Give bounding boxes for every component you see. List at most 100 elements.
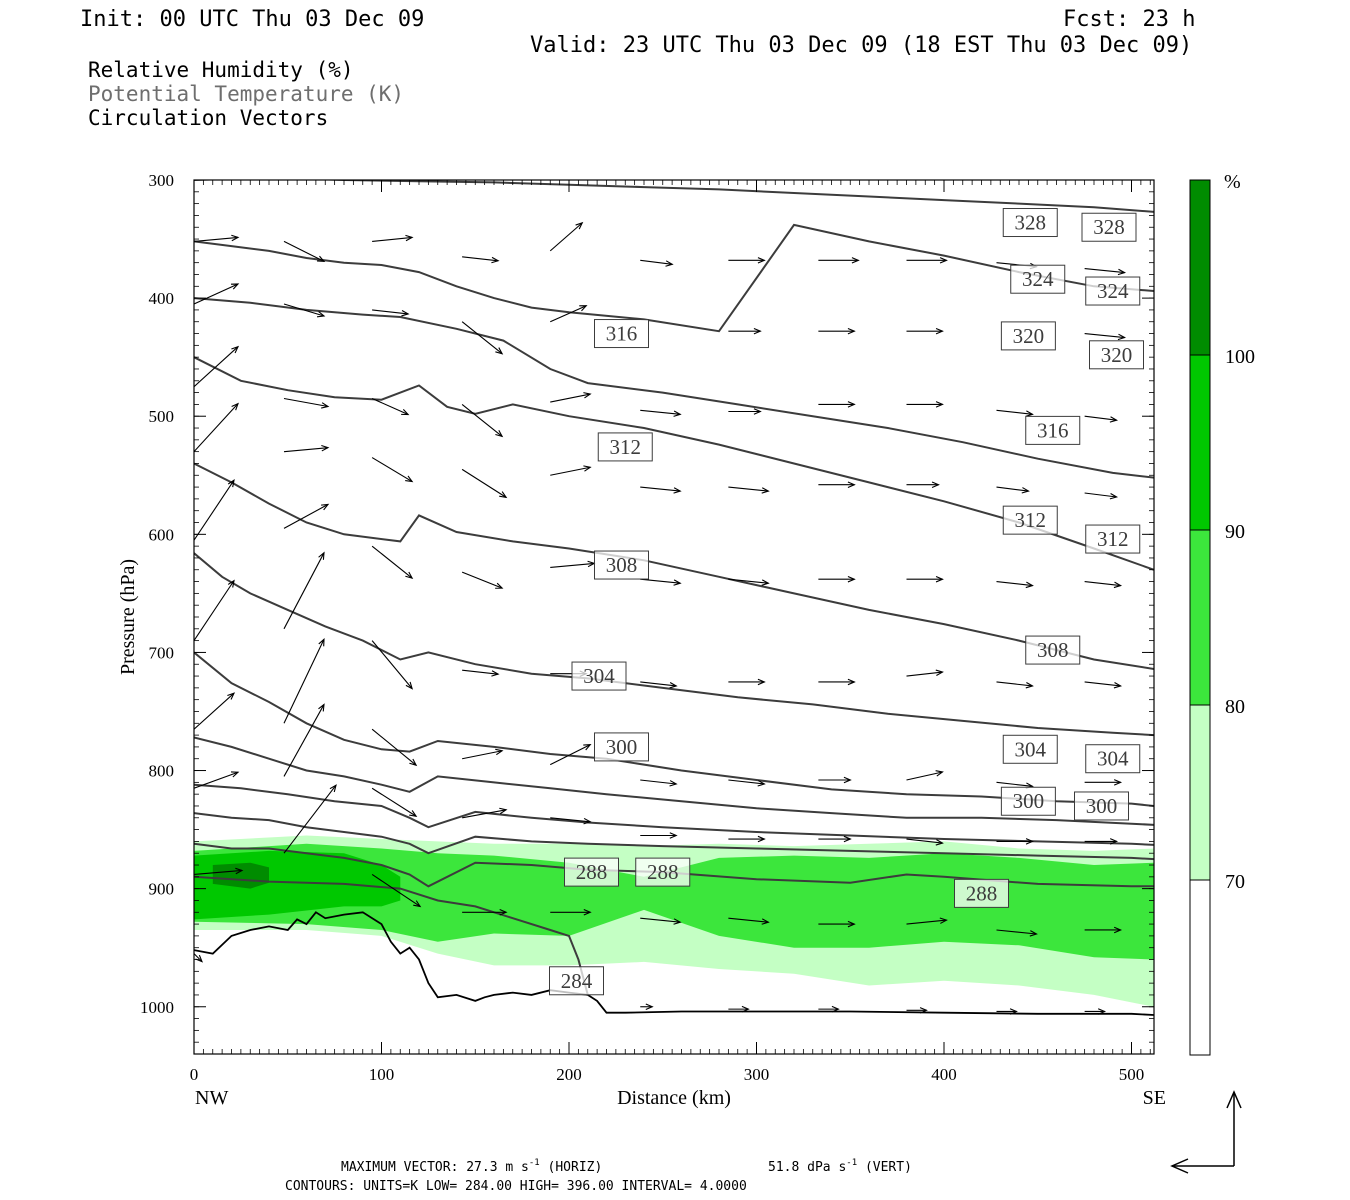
vector-head <box>316 255 326 263</box>
vector-shaft <box>194 236 239 242</box>
contour-label-box <box>594 319 649 349</box>
circulation-vector <box>194 402 239 453</box>
contour-label-box <box>1085 276 1141 306</box>
vector-head <box>673 410 682 417</box>
contour-label-box <box>1010 264 1066 294</box>
circulation-vector <box>371 728 418 767</box>
vector-shaft <box>550 744 591 766</box>
vector-shaft <box>194 771 239 789</box>
theta-contour-label: 288 <box>635 857 691 887</box>
axis-ticks: 0 100 200 300 400 500 300 400 500 600 700 800 900 100… <box>140 171 1154 1084</box>
vector-head <box>673 918 682 925</box>
contour-label-box <box>564 857 619 887</box>
vector-head <box>405 681 414 690</box>
vector-shaft <box>906 838 943 844</box>
circulation-vector <box>1084 415 1119 423</box>
contour-label-box <box>1085 524 1141 554</box>
circulation-vector <box>372 234 414 242</box>
theta-contour-label: 316 <box>594 319 649 349</box>
vector-head <box>1025 682 1034 689</box>
y-tick-label: 1000 <box>140 998 174 1017</box>
x-tick-label: 500 <box>1119 1065 1145 1084</box>
circulation-vectors <box>194 221 1127 1015</box>
vector-head <box>318 703 325 712</box>
contour-label-text: 300 <box>1086 794 1118 818</box>
theta-contour-label: 320 <box>1089 340 1144 370</box>
circulation-vector <box>640 409 682 417</box>
circulation-vector <box>996 838 1034 845</box>
vector-head <box>583 744 592 751</box>
vector-head <box>495 582 504 589</box>
vector-head <box>919 1007 928 1014</box>
contour-label-text: 288 <box>966 881 998 905</box>
vector-head <box>405 571 414 580</box>
theta-contour-label: 312 <box>597 432 653 462</box>
vector-head <box>931 481 940 488</box>
theta-contour-label: 304 <box>1085 744 1141 774</box>
contour-label-box <box>1002 734 1058 764</box>
circulation-vector <box>283 444 330 453</box>
circulation-vector <box>1084 681 1123 689</box>
vector-head <box>669 832 678 839</box>
circulation-vector <box>996 681 1034 689</box>
vector-head <box>669 780 678 787</box>
vector-head <box>1025 410 1034 417</box>
contour-label-text: 316 <box>606 322 638 346</box>
circulation-vector <box>283 397 330 409</box>
vector-shaft <box>194 283 239 305</box>
vector-shaft <box>1084 268 1125 274</box>
circulation-vector <box>728 327 762 335</box>
vector-head <box>761 487 770 494</box>
circulation-vector <box>194 479 235 541</box>
x-tick-label: 0 <box>190 1065 199 1084</box>
circulation-vector <box>462 807 508 819</box>
contour-label-box <box>597 432 653 462</box>
vector-shaft <box>906 919 947 925</box>
vector-shaft <box>283 639 325 724</box>
y-tick-label: 900 <box>149 880 175 899</box>
contour-label-box <box>1002 208 1058 238</box>
vector-shaft <box>283 447 329 453</box>
vector-shaft <box>1084 492 1117 498</box>
circulation-vector <box>461 468 508 499</box>
max-vector-label: MAXIMUM VECTOR: 27.3 m s-1 (HORIZ) 51.8 … <box>341 1158 912 1175</box>
theta-contour-label: 300 <box>594 732 649 762</box>
theta-contour-label: 324 <box>1085 276 1141 306</box>
contour-label-text: 308 <box>606 553 638 577</box>
vector-head <box>583 392 592 399</box>
x-tick-label: 400 <box>931 1065 957 1084</box>
circulation-vector <box>461 403 504 438</box>
circulation-vector <box>194 692 236 730</box>
vector-shaft <box>728 486 769 492</box>
contour-label-text: 308 <box>1037 638 1069 662</box>
circulation-vector <box>371 545 414 580</box>
contour-label-text: 300 <box>606 735 638 759</box>
vector-head <box>235 867 244 875</box>
circulation-vector <box>1084 268 1127 276</box>
vector-shaft <box>1084 581 1121 587</box>
circulation-vector <box>550 744 592 766</box>
circulation-vector <box>371 457 414 483</box>
vector-head <box>316 311 326 318</box>
vector-head <box>1029 930 1038 937</box>
vector-head <box>939 257 948 264</box>
circulation-vector <box>728 1005 750 1013</box>
vector-shaft <box>194 692 235 730</box>
contour-label-text: 320 <box>1101 343 1133 367</box>
vector-head <box>935 327 944 335</box>
field-title-rh: Relative Humidity (%) <box>88 58 354 82</box>
circulation-vector <box>728 779 766 787</box>
vector-head <box>761 918 770 925</box>
circulation-vector <box>906 327 944 335</box>
vector-head <box>851 257 860 264</box>
vector-shaft <box>461 468 507 498</box>
vector-shaft <box>549 222 583 252</box>
circulation-vector <box>728 408 762 415</box>
circulation-vector <box>640 486 682 494</box>
contour-label-text: 320 <box>1013 324 1045 348</box>
vector-shaft <box>462 809 507 819</box>
vector-head <box>935 575 944 583</box>
vector-head <box>579 305 588 312</box>
circulation-vector <box>996 929 1038 937</box>
vector-head <box>230 283 240 290</box>
